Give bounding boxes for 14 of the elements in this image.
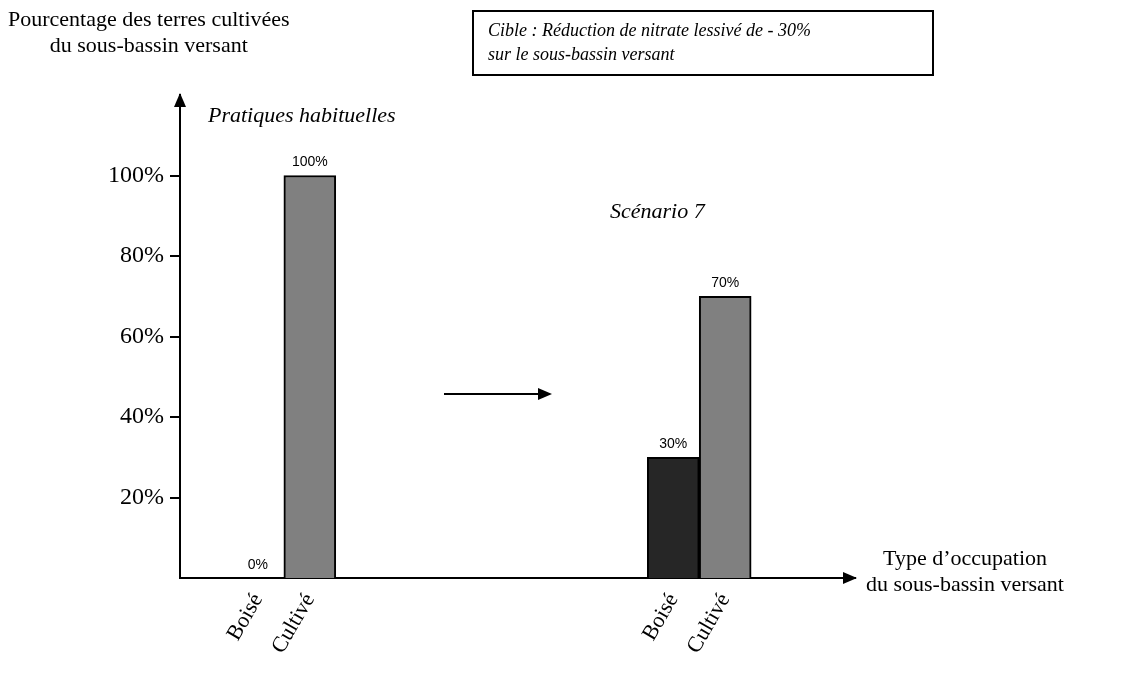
y-tick-label: 40% <box>120 402 164 429</box>
annotation: Scénario 7 <box>610 198 705 224</box>
data-label: 30% <box>659 435 688 452</box>
annotation: Pratiques habituelles <box>208 102 396 128</box>
y-tick-label: 80% <box>120 241 164 268</box>
data-label: 100% <box>291 153 328 170</box>
y-tick-label: 20% <box>120 482 164 509</box>
y-tick-label: 60% <box>120 321 164 348</box>
y-axis-title: Pourcentage des terres cultivées du sous-bassin versant <box>8 6 290 58</box>
text: Cible : Réduction de nitrate lessivé de - 30% sur le sous-bassin versant <box>472 10 934 76</box>
data-label: 70% <box>711 274 740 291</box>
x-axis-title: Type d’occupation du sous-bassin versant <box>866 545 1064 597</box>
data-label: 0% <box>247 555 268 572</box>
y-tick-label: 100% <box>108 160 164 187</box>
